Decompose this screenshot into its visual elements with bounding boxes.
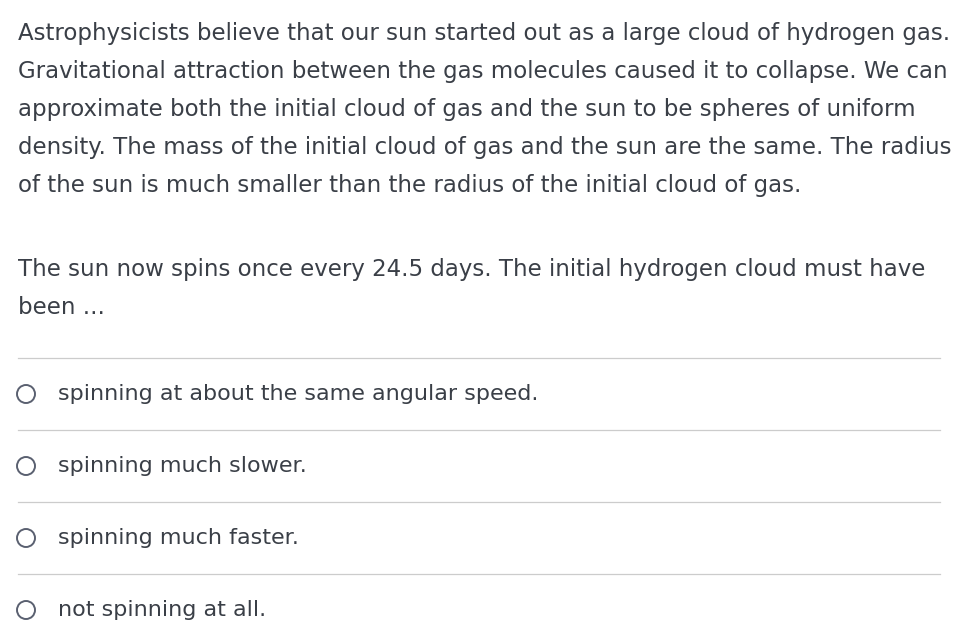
Text: spinning much faster.: spinning much faster. — [58, 528, 299, 548]
Text: been ...: been ... — [18, 296, 104, 319]
Text: not spinning at all.: not spinning at all. — [58, 600, 266, 620]
Text: spinning much slower.: spinning much slower. — [58, 456, 307, 476]
Text: Gravitational attraction between the gas molecules caused it to collapse. We can: Gravitational attraction between the gas… — [18, 60, 947, 83]
Text: density. The mass of the initial cloud of gas and the sun are the same. The radi: density. The mass of the initial cloud o… — [18, 136, 951, 159]
Text: The sun now spins once every 24.5 days. The initial hydrogen cloud must have: The sun now spins once every 24.5 days. … — [18, 258, 925, 281]
Text: of the sun is much smaller than the radius of the initial cloud of gas.: of the sun is much smaller than the radi… — [18, 174, 802, 197]
Text: spinning at about the same angular speed.: spinning at about the same angular speed… — [58, 384, 538, 404]
Text: Astrophysicists believe that our sun started out as a large cloud of hydrogen ga: Astrophysicists believe that our sun sta… — [18, 22, 950, 45]
Text: approximate both the initial cloud of gas and the sun to be spheres of uniform: approximate both the initial cloud of ga… — [18, 98, 916, 121]
